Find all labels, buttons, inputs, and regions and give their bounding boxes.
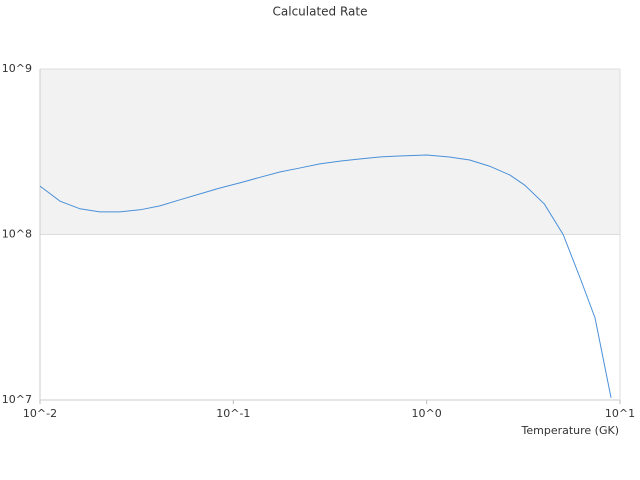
- y-tick-label: 10^7: [2, 393, 32, 406]
- y-tick-label: 10^8: [2, 228, 32, 241]
- x-tick-label: 10^-2: [23, 407, 57, 420]
- chart-title: Calculated Rate: [273, 5, 368, 19]
- y-tick-label: 10^9: [2, 62, 32, 75]
- data-line: [39, 154, 612, 398]
- x-tick-label: 10^0: [412, 407, 442, 420]
- x-tick-label: 10^-1: [216, 407, 250, 420]
- x-tick-label: 10^1: [605, 407, 635, 420]
- x-axis-label: Temperature (GK): [521, 424, 620, 437]
- plot-band: [40, 69, 620, 235]
